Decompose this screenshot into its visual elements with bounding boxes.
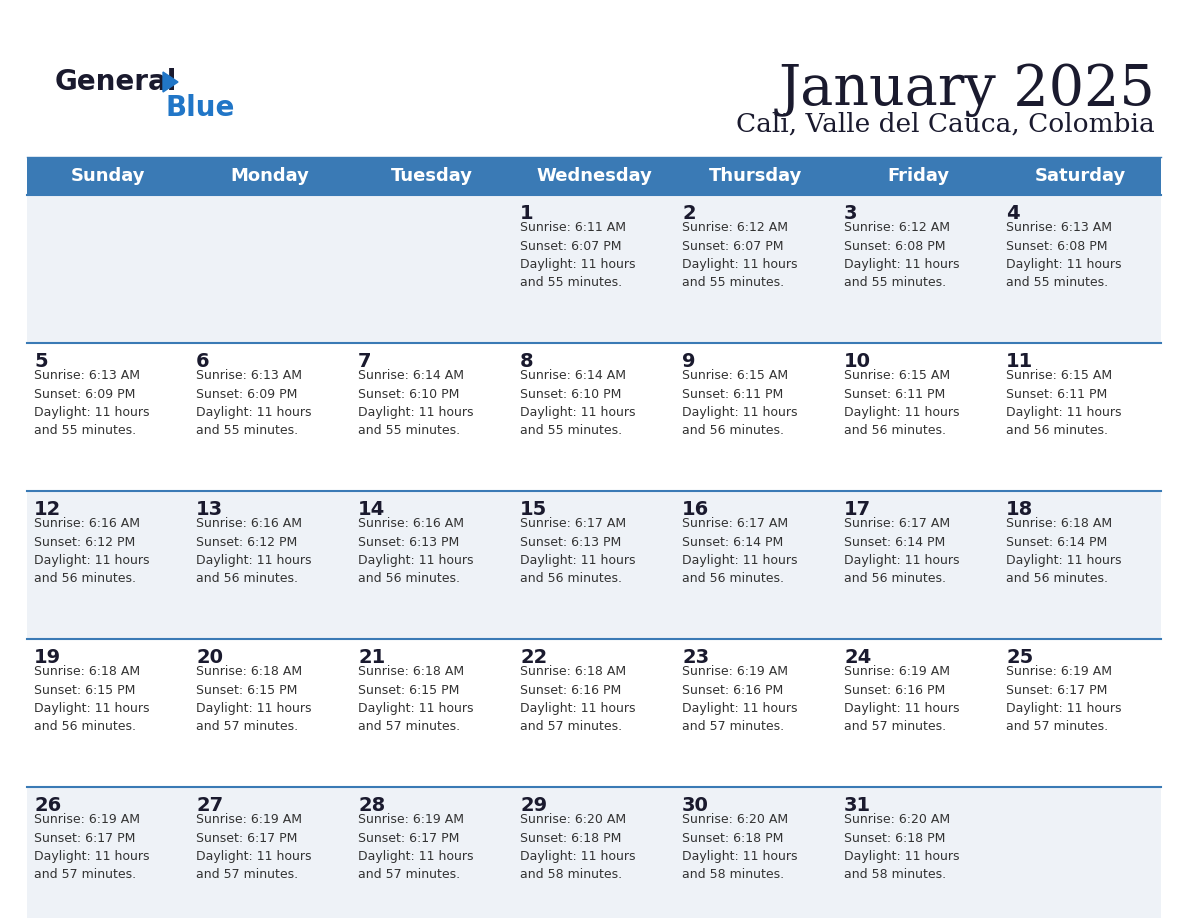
Text: Sunrise: 6:18 AM
Sunset: 6:15 PM
Daylight: 11 hours
and 57 minutes.: Sunrise: 6:18 AM Sunset: 6:15 PM Dayligh… — [196, 665, 311, 733]
Text: 9: 9 — [682, 352, 695, 371]
Text: 29: 29 — [520, 796, 548, 815]
Text: 8: 8 — [520, 352, 533, 371]
Text: Wednesday: Wednesday — [536, 167, 652, 185]
Text: Blue: Blue — [165, 94, 234, 122]
Text: 23: 23 — [682, 648, 709, 667]
Text: 25: 25 — [1006, 648, 1034, 667]
Text: 7: 7 — [358, 352, 372, 371]
Text: Sunrise: 6:13 AM
Sunset: 6:09 PM
Daylight: 11 hours
and 55 minutes.: Sunrise: 6:13 AM Sunset: 6:09 PM Dayligh… — [34, 369, 150, 438]
Text: January 2025: January 2025 — [778, 62, 1155, 117]
Text: Sunrise: 6:13 AM
Sunset: 6:09 PM
Daylight: 11 hours
and 55 minutes.: Sunrise: 6:13 AM Sunset: 6:09 PM Dayligh… — [196, 369, 311, 438]
Text: Sunrise: 6:18 AM
Sunset: 6:15 PM
Daylight: 11 hours
and 56 minutes.: Sunrise: 6:18 AM Sunset: 6:15 PM Dayligh… — [34, 665, 150, 733]
Text: 12: 12 — [34, 500, 62, 519]
Text: Sunrise: 6:18 AM
Sunset: 6:15 PM
Daylight: 11 hours
and 57 minutes.: Sunrise: 6:18 AM Sunset: 6:15 PM Dayligh… — [358, 665, 474, 733]
Text: Sunrise: 6:16 AM
Sunset: 6:13 PM
Daylight: 11 hours
and 56 minutes.: Sunrise: 6:16 AM Sunset: 6:13 PM Dayligh… — [358, 517, 474, 586]
Text: 22: 22 — [520, 648, 548, 667]
Text: Sunrise: 6:13 AM
Sunset: 6:08 PM
Daylight: 11 hours
and 55 minutes.: Sunrise: 6:13 AM Sunset: 6:08 PM Dayligh… — [1006, 221, 1121, 289]
Bar — [27, 343, 1161, 491]
Text: Sunrise: 6:20 AM
Sunset: 6:18 PM
Daylight: 11 hours
and 58 minutes.: Sunrise: 6:20 AM Sunset: 6:18 PM Dayligh… — [682, 813, 797, 881]
Text: Sunrise: 6:19 AM
Sunset: 6:17 PM
Daylight: 11 hours
and 57 minutes.: Sunrise: 6:19 AM Sunset: 6:17 PM Dayligh… — [358, 813, 474, 881]
Text: Sunrise: 6:19 AM
Sunset: 6:17 PM
Daylight: 11 hours
and 57 minutes.: Sunrise: 6:19 AM Sunset: 6:17 PM Dayligh… — [34, 813, 150, 881]
Text: Sunrise: 6:20 AM
Sunset: 6:18 PM
Daylight: 11 hours
and 58 minutes.: Sunrise: 6:20 AM Sunset: 6:18 PM Dayligh… — [843, 813, 960, 881]
Text: Sunrise: 6:15 AM
Sunset: 6:11 PM
Daylight: 11 hours
and 56 minutes.: Sunrise: 6:15 AM Sunset: 6:11 PM Dayligh… — [843, 369, 960, 438]
Text: 30: 30 — [682, 796, 709, 815]
Text: Tuesday: Tuesday — [391, 167, 473, 185]
Text: Sunrise: 6:17 AM
Sunset: 6:13 PM
Daylight: 11 hours
and 56 minutes.: Sunrise: 6:17 AM Sunset: 6:13 PM Dayligh… — [520, 517, 636, 586]
Text: Sunrise: 6:12 AM
Sunset: 6:07 PM
Daylight: 11 hours
and 55 minutes.: Sunrise: 6:12 AM Sunset: 6:07 PM Dayligh… — [682, 221, 797, 289]
Text: Friday: Friday — [887, 167, 949, 185]
Text: 13: 13 — [196, 500, 223, 519]
Text: 4: 4 — [1006, 204, 1019, 223]
Text: 19: 19 — [34, 648, 61, 667]
Text: 11: 11 — [1006, 352, 1034, 371]
Text: 1: 1 — [520, 204, 533, 223]
Text: Thursday: Thursday — [709, 167, 803, 185]
Bar — [27, 639, 1161, 787]
Text: Sunrise: 6:12 AM
Sunset: 6:08 PM
Daylight: 11 hours
and 55 minutes.: Sunrise: 6:12 AM Sunset: 6:08 PM Dayligh… — [843, 221, 960, 289]
Text: Sunrise: 6:15 AM
Sunset: 6:11 PM
Daylight: 11 hours
and 56 minutes.: Sunrise: 6:15 AM Sunset: 6:11 PM Dayligh… — [682, 369, 797, 438]
Text: 24: 24 — [843, 648, 871, 667]
Text: Sunrise: 6:17 AM
Sunset: 6:14 PM
Daylight: 11 hours
and 56 minutes.: Sunrise: 6:17 AM Sunset: 6:14 PM Dayligh… — [682, 517, 797, 586]
Text: Sunrise: 6:19 AM
Sunset: 6:16 PM
Daylight: 11 hours
and 57 minutes.: Sunrise: 6:19 AM Sunset: 6:16 PM Dayligh… — [682, 665, 797, 733]
Text: Monday: Monday — [230, 167, 309, 185]
Text: 5: 5 — [34, 352, 48, 371]
Text: 21: 21 — [358, 648, 385, 667]
Text: Sunrise: 6:14 AM
Sunset: 6:10 PM
Daylight: 11 hours
and 55 minutes.: Sunrise: 6:14 AM Sunset: 6:10 PM Dayligh… — [358, 369, 474, 438]
Text: 6: 6 — [196, 352, 209, 371]
Text: Sunrise: 6:16 AM
Sunset: 6:12 PM
Daylight: 11 hours
and 56 minutes.: Sunrise: 6:16 AM Sunset: 6:12 PM Dayligh… — [196, 517, 311, 586]
Text: 18: 18 — [1006, 500, 1034, 519]
Text: 3: 3 — [843, 204, 858, 223]
Text: 2: 2 — [682, 204, 696, 223]
Text: Sunrise: 6:18 AM
Sunset: 6:16 PM
Daylight: 11 hours
and 57 minutes.: Sunrise: 6:18 AM Sunset: 6:16 PM Dayligh… — [520, 665, 636, 733]
Text: 20: 20 — [196, 648, 223, 667]
Polygon shape — [163, 72, 178, 92]
Text: 31: 31 — [843, 796, 871, 815]
Bar — [27, 157, 1161, 195]
Text: Sunrise: 6:19 AM
Sunset: 6:17 PM
Daylight: 11 hours
and 57 minutes.: Sunrise: 6:19 AM Sunset: 6:17 PM Dayligh… — [196, 813, 311, 881]
Text: 16: 16 — [682, 500, 709, 519]
Text: Cali, Valle del Cauca, Colombia: Cali, Valle del Cauca, Colombia — [737, 112, 1155, 137]
Bar — [27, 491, 1161, 639]
Text: Sunrise: 6:19 AM
Sunset: 6:16 PM
Daylight: 11 hours
and 57 minutes.: Sunrise: 6:19 AM Sunset: 6:16 PM Dayligh… — [843, 665, 960, 733]
Text: Sunrise: 6:18 AM
Sunset: 6:14 PM
Daylight: 11 hours
and 56 minutes.: Sunrise: 6:18 AM Sunset: 6:14 PM Dayligh… — [1006, 517, 1121, 586]
Text: 17: 17 — [843, 500, 871, 519]
Text: Sunrise: 6:11 AM
Sunset: 6:07 PM
Daylight: 11 hours
and 55 minutes.: Sunrise: 6:11 AM Sunset: 6:07 PM Dayligh… — [520, 221, 636, 289]
Text: Sunrise: 6:20 AM
Sunset: 6:18 PM
Daylight: 11 hours
and 58 minutes.: Sunrise: 6:20 AM Sunset: 6:18 PM Dayligh… — [520, 813, 636, 881]
Text: 15: 15 — [520, 500, 548, 519]
Text: Sunrise: 6:15 AM
Sunset: 6:11 PM
Daylight: 11 hours
and 56 minutes.: Sunrise: 6:15 AM Sunset: 6:11 PM Dayligh… — [1006, 369, 1121, 438]
Text: 27: 27 — [196, 796, 223, 815]
Text: Saturday: Saturday — [1035, 167, 1125, 185]
Text: 10: 10 — [843, 352, 871, 371]
Text: 14: 14 — [358, 500, 385, 519]
Bar — [27, 787, 1161, 918]
Text: Sunrise: 6:17 AM
Sunset: 6:14 PM
Daylight: 11 hours
and 56 minutes.: Sunrise: 6:17 AM Sunset: 6:14 PM Dayligh… — [843, 517, 960, 586]
Text: 28: 28 — [358, 796, 385, 815]
Text: Sunday: Sunday — [71, 167, 145, 185]
Text: 26: 26 — [34, 796, 62, 815]
Text: Sunrise: 6:19 AM
Sunset: 6:17 PM
Daylight: 11 hours
and 57 minutes.: Sunrise: 6:19 AM Sunset: 6:17 PM Dayligh… — [1006, 665, 1121, 733]
Text: General: General — [55, 68, 177, 96]
Text: Sunrise: 6:16 AM
Sunset: 6:12 PM
Daylight: 11 hours
and 56 minutes.: Sunrise: 6:16 AM Sunset: 6:12 PM Dayligh… — [34, 517, 150, 586]
Text: Sunrise: 6:14 AM
Sunset: 6:10 PM
Daylight: 11 hours
and 55 minutes.: Sunrise: 6:14 AM Sunset: 6:10 PM Dayligh… — [520, 369, 636, 438]
Bar — [27, 195, 1161, 343]
